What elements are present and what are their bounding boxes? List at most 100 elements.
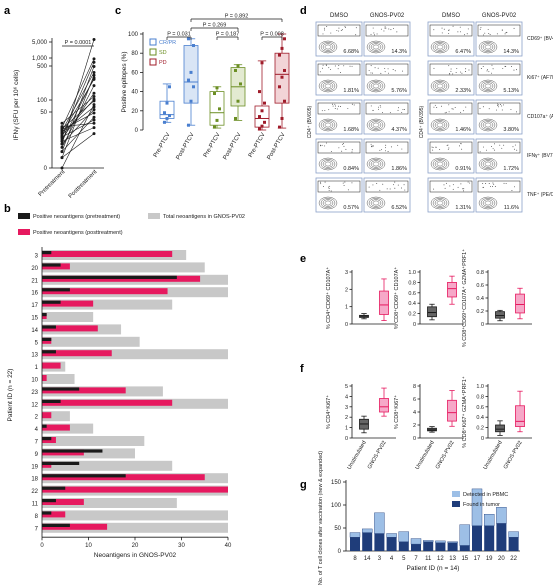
panel-d-event-dot [516,149,518,151]
panel-d-flow-plot: 0.84% [315,138,363,174]
panel-d-event-dot [492,148,494,150]
panel-e-ytick-label: 0.6 [408,291,416,297]
panel-d-event-dot [499,144,501,146]
panel-d-event-dot [397,184,399,186]
panel-d-event-dot [449,185,451,187]
panel-d-event-dot [390,146,392,148]
panel-d-percentage: 5.13% [503,88,519,94]
panel-c-point [234,116,237,120]
panel-d-event-dot [384,71,386,73]
panel-d-event-dot [387,68,389,70]
panel-f-ytick-label: 8 [413,384,416,390]
panel-d-contour [366,40,386,54]
panel-b-x-label: Neoantigens in GNOS-PV02 [94,552,177,559]
panel-d-contour [370,160,382,168]
panel-g-bar-tumor [398,541,409,551]
panel-d-flow-plot: 1.46% [427,99,475,135]
panel-c-point [263,101,266,105]
panel-d-plot-frame [315,99,363,135]
panel-d-event-dot [372,109,374,111]
panel-d-contour [370,43,382,51]
panel-a-pair-line [61,106,95,133]
panel-d-plot-frame [427,177,475,213]
panel-b-ytick-label: 14 [31,328,38,334]
panel-d-event-dot [448,29,450,31]
panel-e-box-gnos [379,278,389,321]
panel-a-point-post [92,105,96,109]
panel-e-box-unstim [427,303,437,321]
panel-label-e: e [300,253,306,265]
panel-d-contour [432,120,448,130]
panel-e-ytick-label: 0.4 [408,301,416,307]
panel-d-event-dot [489,34,491,36]
panel-d-percentage: 1.46% [455,127,471,133]
panel-d-contour [484,44,492,50]
panel-d-contour [480,120,496,130]
panel-d-flow-plot: 1.81% [315,60,363,96]
panel-f-xtick-label: Unstimulated [414,440,435,471]
panel-c-box-box [254,105,270,128]
panel-b-bar-post [42,300,94,307]
panel-d-event-dot [490,185,491,187]
panel-g-bar-pbmc [374,512,385,534]
panel-d-row-label: CD69⁺ (BV421) [527,36,553,42]
panel-b-bar-pre [42,288,70,292]
panel-d-contour [432,159,448,169]
panel-d-flow-plot: 14.3% [363,21,411,57]
panel-d-event-dot [344,181,346,183]
panel-f-ytick-label: 0.6 [476,405,484,411]
panel-d-event-dot [392,69,394,70]
panel-d-plot-frame [363,21,411,57]
panel-g-bar-tumor [484,525,495,551]
panel-d-contour [372,44,380,50]
panel-d-gate [429,102,473,115]
panel-a-point-post [92,60,96,64]
panel-a-point-post [92,91,96,95]
panel-d-contour [430,196,450,210]
panel-f-box-unstim [427,426,437,433]
panel-b-bar-total [42,411,70,422]
panel-d-event-dot [345,148,347,150]
panel-d-plot-frame [475,138,523,174]
panel-d-event-dot [488,71,490,73]
panel-b-bar-pre [42,523,70,527]
panel-e-ytick-label: 0 [345,322,348,328]
panel-d-flow-plot: 1.86% [363,138,411,174]
panel-d-event-dot [374,34,375,36]
panel-b-bar-post [42,523,108,530]
panel-a-pvalue: P = 0.0001 [65,40,92,46]
panel-d-event-dot [488,108,490,110]
panel-d-event-dot [339,72,341,73]
panel-d-event-dot [459,145,460,147]
panel-a-xtick-label: Pretreatment [38,169,67,198]
panel-d-event-dot [319,71,321,73]
panel-g-bar-tumor [508,537,519,551]
panel-a-point-pre [60,139,64,143]
panel-f-ytick-label: 0 [481,436,484,442]
panel-d-event-dot [459,26,461,28]
panel-d-contour [366,157,386,171]
panel-d-event-dot [452,188,454,190]
panel-b-legend-label: Total neoantigens in GNOS-PV02 [163,214,245,220]
panel-a-point-post [92,111,96,115]
panel-b-ytick-label: 12 [31,402,38,408]
panel-e-box-gnos [515,287,525,320]
panel-d-flow-plot: 1.72% [475,138,523,174]
panel-d-event-dot [390,29,392,31]
panel-d-event-dot [482,66,484,67]
panel-d-event-dot [439,149,441,151]
panel-d-event-dot [380,72,382,74]
panel-a-point-pre [60,150,64,154]
panel-d-contour [482,199,494,207]
panel-b-ytick-label: 7 [35,440,39,446]
panel-c-pvalue: P = 0.269 [203,23,227,29]
panel-d-contour [366,118,386,132]
panel-d-event-dot [343,185,345,187]
panel-a-ytick-label: 1,000 [32,56,48,62]
panel-d-event-dot [401,187,403,189]
panel-c-point [283,99,286,103]
panel-c-legend-swatch [149,58,157,66]
panel-d-contour [484,122,492,128]
panel-e-ytick-label: 0.6 [476,283,484,289]
panel-g-bar-tumor [386,537,397,551]
